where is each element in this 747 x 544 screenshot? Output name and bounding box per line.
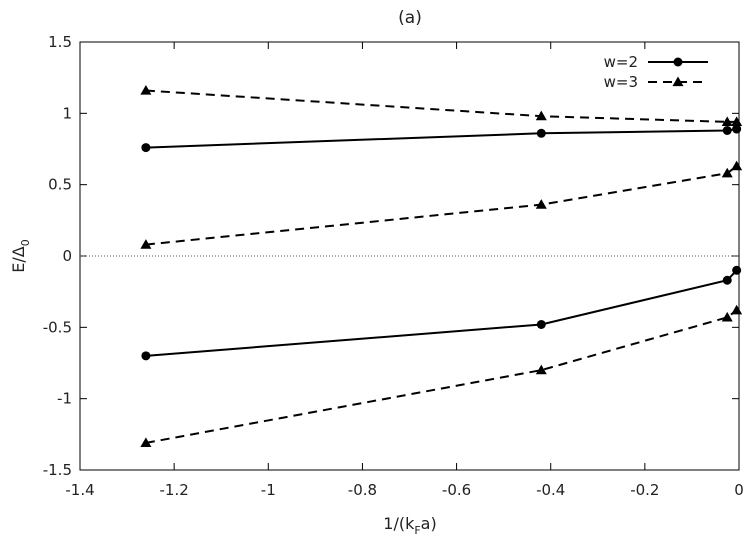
legend-marker	[672, 76, 684, 87]
triangle-point	[140, 437, 152, 448]
series-1	[141, 124, 742, 153]
x-tick-label: -0.6	[442, 481, 471, 499]
circle-point	[722, 275, 732, 285]
series-line	[145, 165, 738, 246]
chart-title: (a)	[398, 8, 422, 28]
series-line	[145, 269, 738, 357]
y-axis-title: E/Δ0	[9, 239, 32, 272]
triangle-point	[721, 311, 733, 322]
triangle-point	[721, 116, 733, 127]
circle-point	[732, 265, 742, 275]
legend-label: w=2	[604, 53, 638, 71]
series-5	[140, 304, 743, 448]
legend: w=2w=3	[604, 53, 708, 91]
y-tick-label: 0	[62, 247, 72, 265]
circle-point	[536, 128, 546, 138]
circle-point	[536, 319, 546, 329]
triangle-point	[721, 167, 733, 178]
legend-label: w=3	[604, 73, 638, 91]
y-tick-label: 1.5	[48, 33, 72, 51]
circle-point	[732, 124, 742, 134]
x-tick-label: -0.4	[536, 481, 565, 499]
triangle-point	[535, 364, 547, 375]
series-3	[140, 85, 743, 127]
y-tick-label: -0.5	[43, 318, 72, 336]
circle-point	[141, 351, 151, 361]
y-tick-label: 1	[62, 104, 72, 122]
series-4	[140, 160, 743, 249]
x-tick-label: 0	[734, 481, 744, 499]
x-tick-label: -0.2	[630, 481, 659, 499]
triangle-point	[140, 239, 152, 249]
x-tick-label: -0.8	[348, 481, 377, 499]
x-tick-label: -1.4	[65, 481, 94, 499]
series-line	[145, 89, 737, 123]
series-line	[145, 128, 737, 149]
triangle-point	[535, 199, 547, 209]
x-tick-label: -1.2	[160, 481, 189, 499]
triangle-point	[731, 304, 743, 315]
circle-point	[141, 143, 151, 153]
x-axis-title: 1/(kFa)	[383, 514, 436, 537]
series-line	[145, 309, 738, 444]
plot-area: -1.4 -1.2 -1 -0.8 -0.6 -0.4 -0.2 0 -1.5 -1 -0.5 0 0.…	[43, 33, 744, 499]
y-tick-label: -1.5	[43, 461, 72, 479]
y-tick-label: -1	[57, 390, 72, 408]
x-tick-label: -1	[261, 481, 276, 499]
series-2	[141, 265, 742, 361]
triangle-point	[140, 85, 152, 95]
circle-point	[722, 125, 732, 135]
legend-marker	[673, 57, 683, 67]
triangle-point	[731, 116, 743, 127]
y-tick-label: 0.5	[48, 176, 72, 194]
triangle-point	[731, 160, 743, 171]
triangle-point	[535, 110, 547, 121]
plot-frame	[79, 41, 740, 471]
